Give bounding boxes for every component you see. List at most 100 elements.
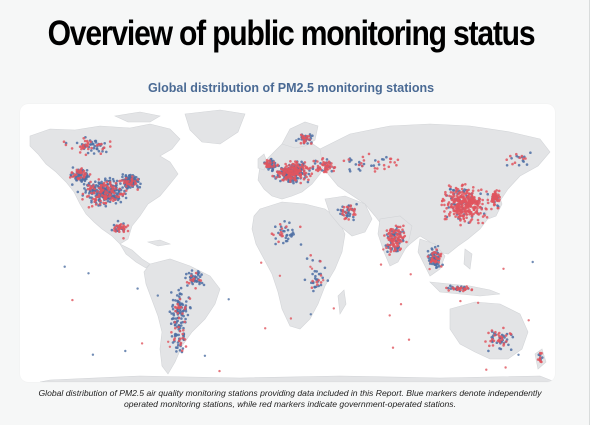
government-station-marker: [106, 191, 109, 194]
government-station-marker: [383, 234, 386, 237]
government-station-marker: [120, 192, 124, 196]
government-station-marker: [126, 224, 130, 227]
government-station-marker: [285, 225, 288, 228]
independent-station-marker: [271, 168, 275, 171]
government-station-marker: [183, 307, 187, 311]
government-station-marker: [494, 330, 497, 334]
government-station-marker: [385, 246, 388, 249]
government-station-marker: [270, 165, 273, 168]
independent-station-marker: [174, 346, 178, 349]
independent-station-marker: [93, 144, 96, 148]
independent-station-marker: [198, 282, 201, 286]
independent-station-marker: [311, 272, 314, 276]
independent-station-marker: [386, 250, 389, 253]
government-station-marker: [86, 187, 90, 191]
independent-station-marker: [110, 228, 114, 232]
government-station-marker: [113, 229, 116, 232]
government-station-marker: [450, 203, 454, 206]
government-station-marker: [310, 142, 313, 145]
government-station-marker: [122, 227, 126, 231]
independent-station-marker: [284, 236, 288, 240]
government-station-marker: [275, 170, 279, 173]
government-station-marker: [440, 203, 444, 207]
government-station-marker: [317, 279, 321, 282]
independent-station-marker: [104, 204, 108, 208]
government-station-marker: [389, 236, 392, 239]
government-station-marker: [481, 215, 485, 218]
government-station-marker: [450, 198, 454, 202]
independent-station-marker: [63, 265, 66, 268]
government-station-marker: [468, 200, 471, 204]
government-station-marker: [470, 194, 474, 197]
government-station-marker: [350, 208, 353, 211]
government-station-marker: [113, 227, 116, 230]
government-station-marker: [461, 199, 465, 203]
independent-station-marker: [187, 271, 191, 275]
government-station-marker: [471, 201, 475, 205]
government-station-marker: [136, 188, 139, 191]
independent-station-marker: [352, 218, 355, 222]
government-station-marker: [286, 171, 290, 175]
independent-station-marker: [186, 284, 189, 287]
government-station-marker: [277, 240, 280, 244]
government-station-marker: [330, 162, 333, 165]
independent-station-marker: [326, 279, 330, 282]
independent-station-marker: [447, 286, 450, 290]
government-station-marker: [509, 154, 512, 158]
government-station-marker: [496, 206, 500, 210]
independent-station-marker: [346, 213, 349, 217]
government-station-marker: [108, 140, 112, 143]
independent-station-marker: [80, 179, 83, 182]
government-station-marker: [305, 175, 308, 179]
government-station-marker: [447, 184, 451, 187]
government-station-marker: [298, 166, 301, 169]
government-station-marker: [95, 190, 99, 193]
government-station-marker: [178, 306, 181, 310]
government-station-marker: [453, 200, 456, 204]
independent-station-marker: [182, 314, 185, 318]
independent-station-marker: [285, 233, 289, 237]
government-station-marker: [78, 151, 82, 154]
government-station-marker: [332, 307, 335, 310]
government-station-marker: [395, 232, 399, 236]
independent-station-marker: [380, 158, 384, 161]
government-station-marker: [383, 167, 386, 171]
government-station-marker: [72, 174, 76, 178]
independent-station-marker: [174, 299, 177, 302]
government-station-marker: [520, 154, 524, 158]
government-station-marker: [136, 178, 140, 181]
independent-station-marker: [283, 220, 286, 223]
government-station-marker: [452, 209, 456, 213]
government-station-marker: [472, 196, 475, 199]
government-station-marker: [398, 230, 401, 234]
government-station-marker: [170, 331, 173, 334]
government-station-marker: [344, 217, 347, 220]
government-station-marker: [293, 173, 296, 176]
government-station-marker: [113, 191, 116, 195]
government-station-marker: [354, 213, 357, 216]
government-station-marker: [394, 249, 398, 252]
government-station-marker: [402, 231, 406, 235]
government-station-marker: [382, 163, 386, 167]
government-station-marker: [81, 198, 84, 201]
government-station-marker: [64, 143, 68, 147]
government-station-marker: [443, 203, 446, 207]
government-station-marker: [87, 206, 91, 209]
independent-station-marker: [95, 147, 98, 150]
independent-station-marker: [350, 158, 353, 162]
government-station-marker: [62, 140, 66, 143]
government-station-marker: [175, 306, 178, 309]
independent-station-marker: [175, 350, 178, 353]
government-station-marker: [398, 234, 402, 237]
independent-station-marker: [179, 292, 182, 295]
government-station-marker: [402, 224, 405, 228]
government-station-marker: [93, 200, 96, 203]
independent-station-marker: [106, 199, 110, 203]
independent-station-marker: [352, 215, 355, 219]
government-station-marker: [438, 257, 441, 260]
government-station-marker: [395, 163, 398, 167]
independent-station-marker: [286, 228, 290, 232]
government-station-marker: [468, 197, 472, 201]
government-station-marker: [269, 161, 272, 165]
government-station-marker: [275, 176, 278, 179]
